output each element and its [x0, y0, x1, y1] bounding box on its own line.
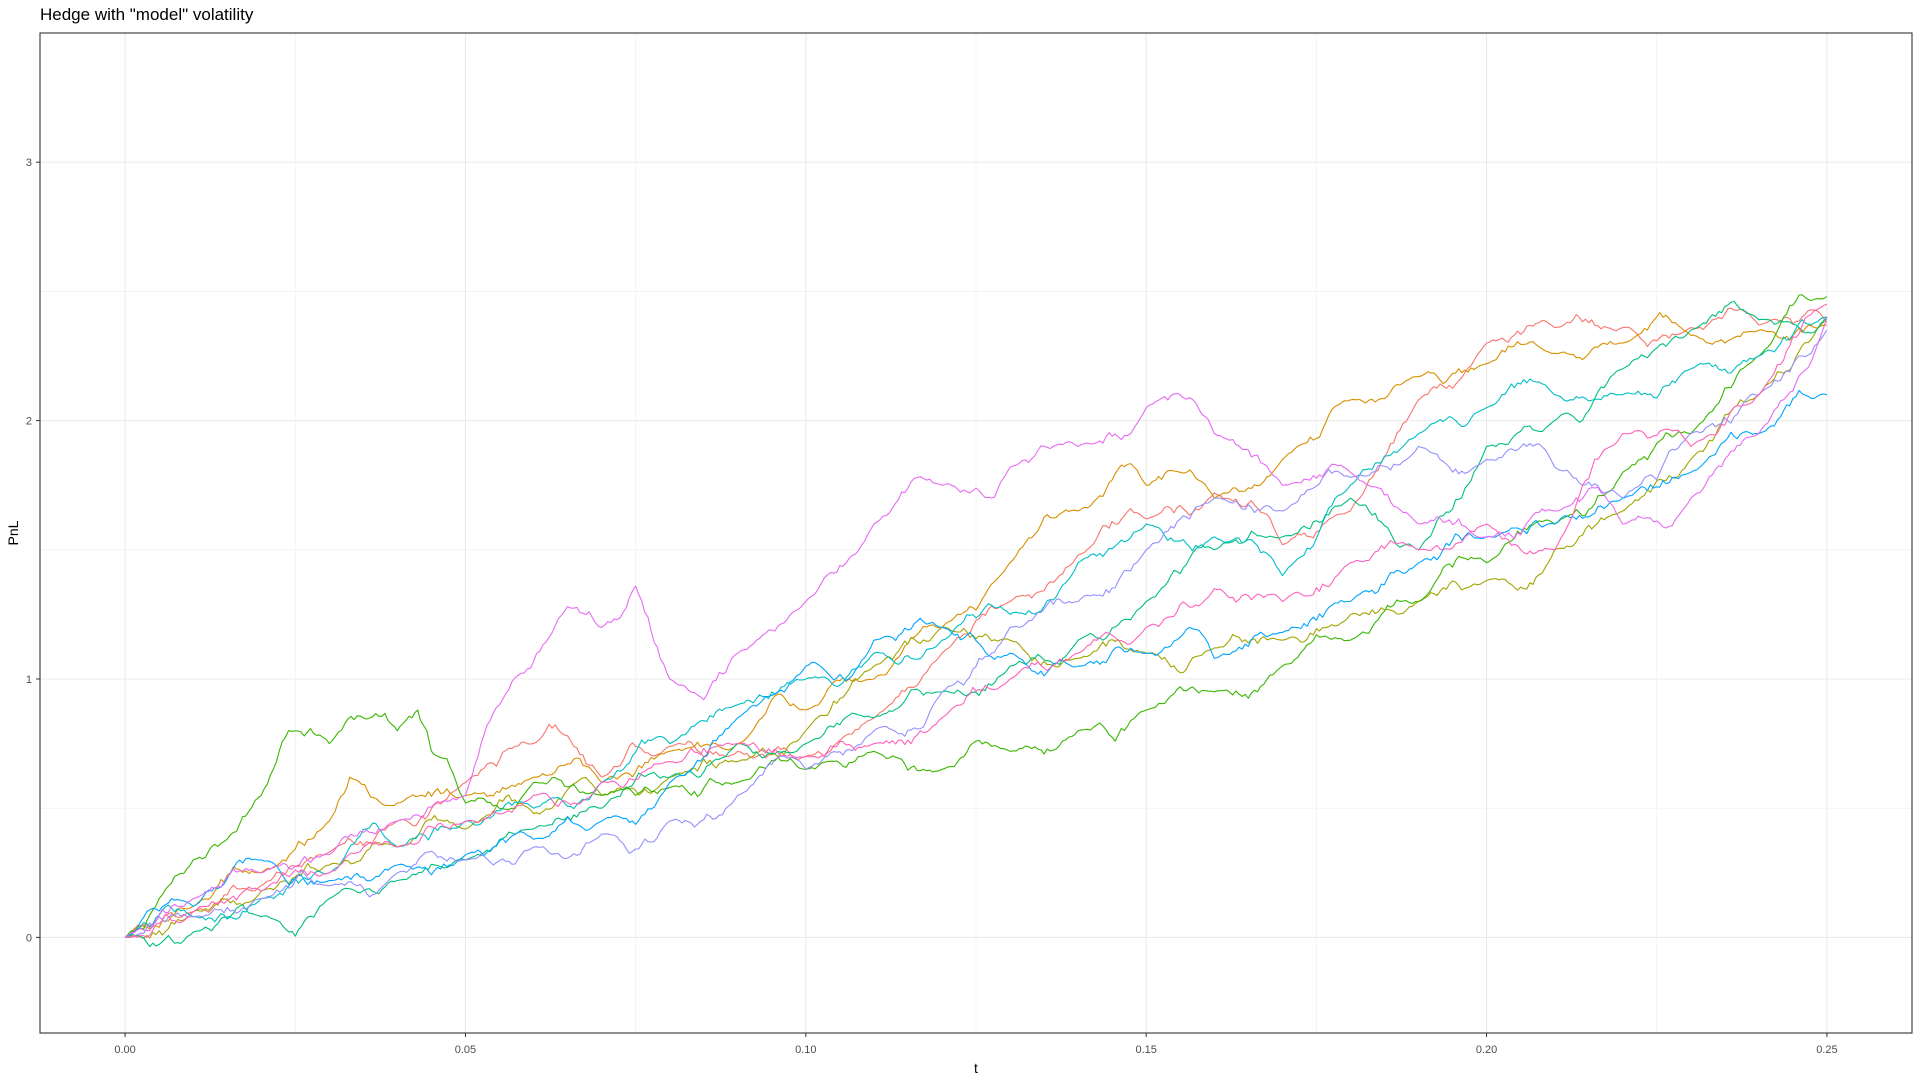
x-axis-title: t	[974, 1060, 978, 1076]
series-line-5	[125, 300, 1828, 948]
y-tick-label: 2	[26, 416, 32, 428]
axis-ticks: 0.00 0.05 0.10 0.15 0.20 0.25 0 1 2 3	[26, 157, 1838, 1056]
series-line-8	[124, 329, 1828, 939]
series-line-4	[124, 294, 1828, 938]
series-line-1	[124, 307, 1828, 938]
series-lines	[124, 294, 1828, 948]
x-tick-label: 0.10	[795, 1044, 816, 1056]
y-tick-label: 3	[26, 157, 32, 169]
series-line-6	[124, 316, 1827, 938]
series-line-7	[124, 389, 1828, 938]
series-line-10	[125, 303, 1828, 939]
x-tick-label: 0.20	[1476, 1044, 1497, 1056]
x-tick-label: 0.00	[114, 1044, 135, 1056]
chart-title: Hedge with "model" volatility	[40, 5, 254, 24]
y-tick-label: 1	[26, 674, 32, 686]
y-axis-title: PnL	[5, 520, 21, 545]
panel-border	[39, 32, 1913, 1034]
x-tick-label: 0.25	[1816, 1044, 1837, 1056]
series-line-2	[124, 311, 1827, 938]
series-line-9	[124, 317, 1828, 938]
grid	[40, 33, 1912, 1033]
y-tick-label: 0	[26, 932, 32, 944]
x-tick-label: 0.15	[1135, 1044, 1156, 1056]
x-tick-label: 0.05	[455, 1044, 476, 1056]
